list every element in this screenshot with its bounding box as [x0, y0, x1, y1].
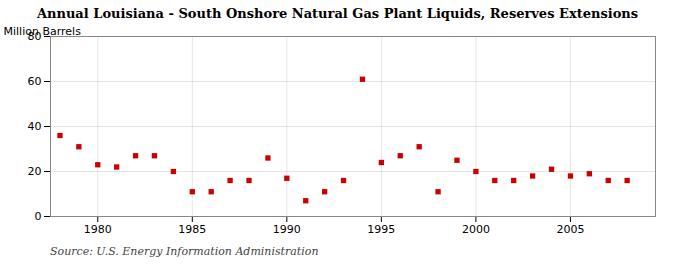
- svg-text:1990: 1990: [273, 223, 301, 236]
- svg-text:Million Barrels: Million Barrels: [3, 25, 81, 39]
- svg-text:60: 60: [28, 75, 42, 88]
- svg-text:1985: 1985: [178, 223, 206, 236]
- svg-text:20: 20: [28, 165, 42, 178]
- svg-text:1980: 1980: [84, 223, 112, 236]
- svg-text:2000: 2000: [462, 223, 490, 236]
- svg-text:40: 40: [28, 120, 42, 133]
- html-text:Annual Louisiana - South Onsho: Annual Louisiana - South Onshore Natural…: [36, 6, 639, 21]
- svg-text:1995: 1995: [367, 223, 395, 236]
- svg-text:0: 0: [35, 210, 42, 223]
- svg-text:2005: 2005: [556, 223, 584, 236]
- html-text:Source: U.S. Energy Informatio: Source: U.S. Energy Information Administ…: [50, 245, 319, 258]
